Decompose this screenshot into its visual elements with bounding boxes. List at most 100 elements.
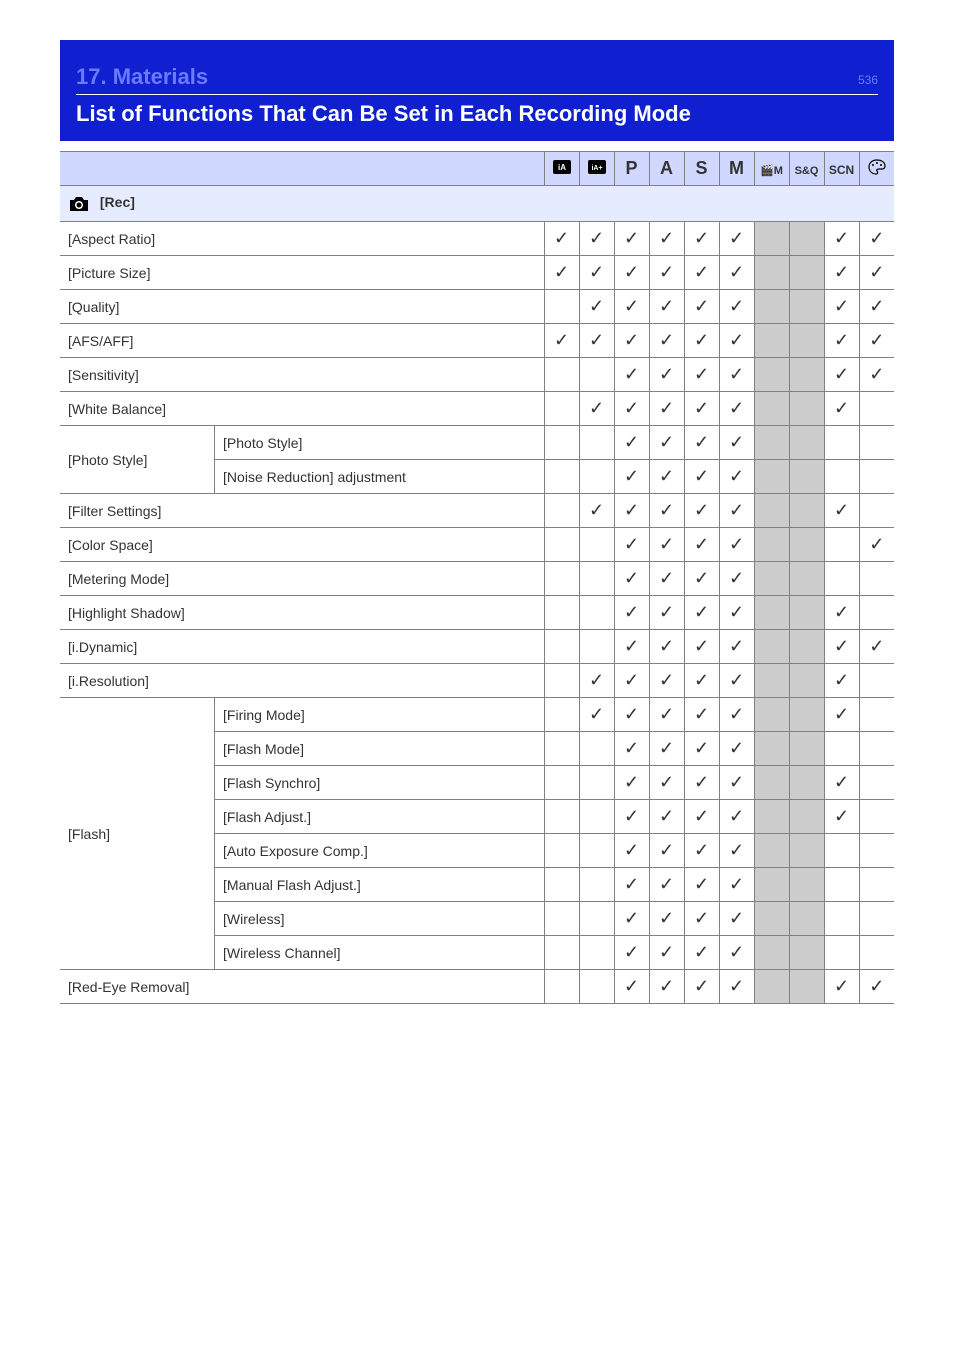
- row-label: [Photo Style]: [60, 426, 215, 494]
- availability-cell: ✓: [719, 766, 754, 800]
- check-icon: ✓: [729, 874, 744, 894]
- row-label: [Color Space]: [60, 528, 544, 562]
- check-icon: ✓: [659, 772, 674, 792]
- availability-cell: [754, 494, 789, 528]
- table-row: [Sensitivity]✓✓✓✓✓✓: [60, 358, 894, 392]
- availability-cell: ✓: [719, 460, 754, 494]
- availability-cell: [579, 732, 614, 766]
- check-icon: ✓: [624, 636, 639, 656]
- check-icon: ✓: [624, 704, 639, 724]
- check-icon: ✓: [624, 806, 639, 826]
- availability-cell: [579, 460, 614, 494]
- mode-col-movm: 🎬M: [754, 152, 789, 186]
- availability-cell: [579, 800, 614, 834]
- availability-cell: [754, 868, 789, 902]
- check-icon: ✓: [659, 330, 674, 350]
- mode-col-scn: SCN: [824, 152, 859, 186]
- availability-cell: ✓: [649, 834, 684, 868]
- check-icon: ✓: [694, 976, 709, 996]
- check-icon: ✓: [694, 908, 709, 928]
- availability-cell: ✓: [719, 936, 754, 970]
- check-icon: ✓: [589, 670, 604, 690]
- availability-cell: [789, 528, 824, 562]
- availability-cell: [859, 698, 894, 732]
- availability-cell: ✓: [614, 562, 649, 596]
- mode-col-ia: iA: [544, 152, 579, 186]
- row-label: [White Balance]: [60, 392, 544, 426]
- availability-cell: ✓: [719, 698, 754, 732]
- availability-cell: ✓: [614, 528, 649, 562]
- check-icon: ✓: [554, 228, 569, 248]
- availability-cell: [789, 970, 824, 1004]
- check-icon: ✓: [834, 806, 849, 826]
- table-row: [Red-Eye Removal]✓✓✓✓✓✓: [60, 970, 894, 1004]
- check-icon: ✓: [624, 500, 639, 520]
- check-icon: ✓: [869, 364, 884, 384]
- availability-cell: ✓: [719, 358, 754, 392]
- availability-cell: [754, 698, 789, 732]
- check-icon: ✓: [729, 568, 744, 588]
- availability-cell: ✓: [614, 290, 649, 324]
- availability-cell: ✓: [684, 222, 719, 256]
- camera-icon: [68, 194, 94, 210]
- availability-cell: ✓: [614, 800, 649, 834]
- availability-cell: [789, 698, 824, 732]
- main-title: List of Functions That Can Be Set in Eac…: [76, 101, 878, 127]
- availability-cell: ✓: [614, 392, 649, 426]
- check-icon: ✓: [554, 262, 569, 282]
- availability-cell: [859, 936, 894, 970]
- check-icon: ✓: [589, 398, 604, 418]
- check-icon: ✓: [659, 466, 674, 486]
- check-icon: ✓: [834, 330, 849, 350]
- check-icon: ✓: [659, 398, 674, 418]
- check-icon: ✓: [729, 840, 744, 860]
- availability-cell: ✓: [614, 766, 649, 800]
- check-icon: ✓: [624, 262, 639, 282]
- section-label: [Rec]: [100, 194, 135, 210]
- availability-cell: ✓: [824, 970, 859, 1004]
- mode-col-s: S: [684, 152, 719, 186]
- check-icon: ✓: [729, 704, 744, 724]
- availability-cell: [824, 834, 859, 868]
- availability-cell: ✓: [649, 358, 684, 392]
- availability-cell: ✓: [649, 460, 684, 494]
- availability-cell: ✓: [719, 902, 754, 936]
- availability-cell: ✓: [719, 324, 754, 358]
- check-icon: ✓: [729, 908, 744, 928]
- row-sublabel: [Firing Mode]: [215, 698, 544, 732]
- check-icon: ✓: [869, 262, 884, 282]
- availability-cell: ✓: [579, 494, 614, 528]
- section-row-rec: [Rec]: [60, 186, 894, 222]
- availability-cell: ✓: [824, 256, 859, 290]
- check-icon: ✓: [694, 398, 709, 418]
- check-icon: ✓: [659, 942, 674, 962]
- availability-cell: ✓: [684, 256, 719, 290]
- availability-cell: ✓: [649, 324, 684, 358]
- check-icon: ✓: [694, 466, 709, 486]
- check-icon: ✓: [624, 874, 639, 894]
- row-label: [Picture Size]: [60, 256, 544, 290]
- row-sublabel: [Flash Mode]: [215, 732, 544, 766]
- availability-cell: ✓: [824, 290, 859, 324]
- check-icon: ✓: [869, 330, 884, 350]
- check-icon: ✓: [834, 500, 849, 520]
- availability-cell: ✓: [614, 698, 649, 732]
- availability-cell: ✓: [684, 358, 719, 392]
- availability-cell: [579, 902, 614, 936]
- availability-cell: [544, 766, 579, 800]
- availability-cell: [579, 528, 614, 562]
- availability-cell: ✓: [824, 698, 859, 732]
- check-icon: ✓: [659, 806, 674, 826]
- availability-cell: ✓: [684, 562, 719, 596]
- availability-cell: ✓: [719, 222, 754, 256]
- availability-cell: [754, 426, 789, 460]
- availability-cell: [579, 562, 614, 596]
- availability-cell: ✓: [649, 494, 684, 528]
- check-icon: ✓: [659, 976, 674, 996]
- availability-cell: ✓: [614, 868, 649, 902]
- availability-cell: ✓: [824, 392, 859, 426]
- check-icon: ✓: [694, 500, 709, 520]
- availability-cell: ✓: [684, 630, 719, 664]
- availability-cell: ✓: [614, 902, 649, 936]
- availability-cell: [824, 528, 859, 562]
